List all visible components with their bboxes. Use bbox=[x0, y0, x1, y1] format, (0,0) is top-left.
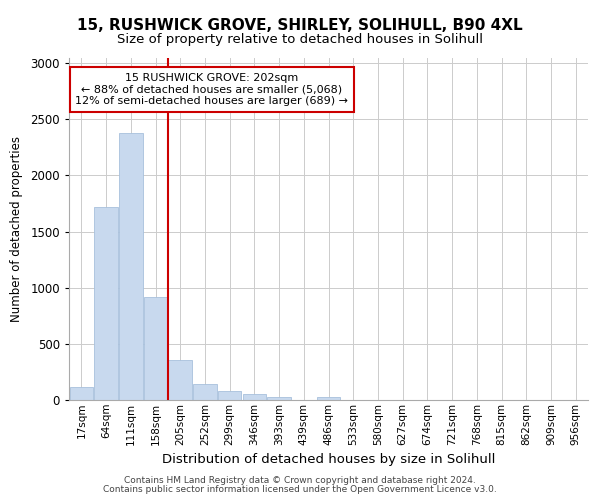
Text: Size of property relative to detached houses in Solihull: Size of property relative to detached ho… bbox=[117, 32, 483, 46]
Bar bbox=[144, 296, 167, 400]
Bar bbox=[169, 360, 192, 400]
Text: Contains public sector information licensed under the Open Government Licence v3: Contains public sector information licen… bbox=[103, 485, 497, 494]
Bar bbox=[119, 132, 143, 400]
Text: Contains HM Land Registry data © Crown copyright and database right 2024.: Contains HM Land Registry data © Crown c… bbox=[124, 476, 476, 485]
Bar bbox=[218, 391, 241, 400]
Text: 15 RUSHWICK GROVE: 202sqm
← 88% of detached houses are smaller (5,068)
12% of se: 15 RUSHWICK GROVE: 202sqm ← 88% of detac… bbox=[75, 73, 348, 106]
Bar bbox=[242, 394, 266, 400]
Bar bbox=[268, 396, 291, 400]
Bar bbox=[193, 384, 217, 400]
Bar bbox=[317, 396, 340, 400]
Bar bbox=[94, 207, 118, 400]
Text: 15, RUSHWICK GROVE, SHIRLEY, SOLIHULL, B90 4XL: 15, RUSHWICK GROVE, SHIRLEY, SOLIHULL, B… bbox=[77, 18, 523, 32]
Bar bbox=[70, 387, 93, 400]
X-axis label: Distribution of detached houses by size in Solihull: Distribution of detached houses by size … bbox=[162, 453, 495, 466]
Y-axis label: Number of detached properties: Number of detached properties bbox=[10, 136, 23, 322]
